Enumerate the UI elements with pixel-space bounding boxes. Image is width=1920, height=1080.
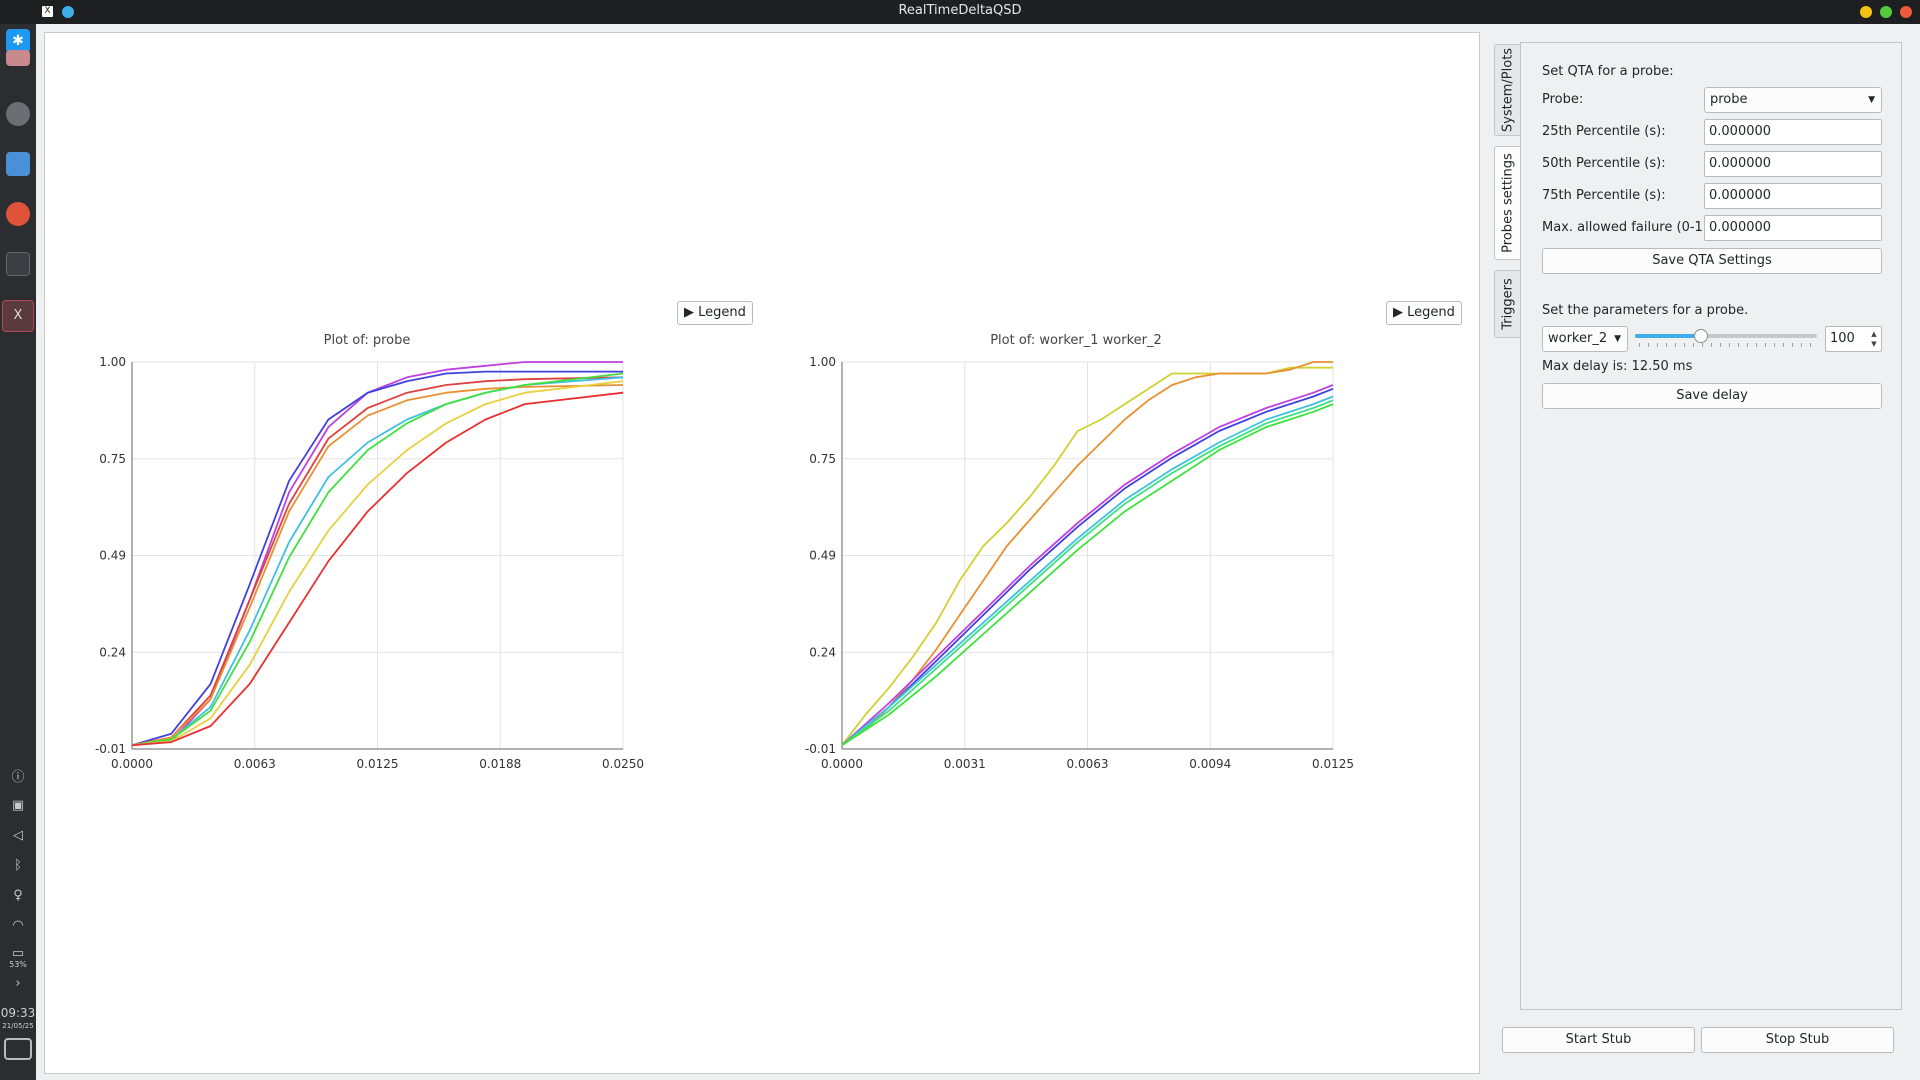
x-tick-label: 0.0125	[357, 757, 399, 771]
x-tick-label: 0.0000	[111, 757, 153, 771]
chart-workers: 0.0000 0.0031 0.0063 0.0094 0.0125 -0.01 0.24 0…	[805, 355, 1354, 771]
delay-spinbox[interactable]: 100 ▲ ▼	[1825, 326, 1882, 352]
app-icon: X	[42, 6, 53, 17]
tab-triggers[interactable]: Triggers	[1494, 270, 1520, 338]
expand-tray-icon[interactable]: ›	[15, 976, 21, 991]
show-desktop-icon[interactable]	[4, 1038, 32, 1060]
series-line-2	[841, 384, 1334, 746]
delay-slider-fill	[1635, 334, 1701, 338]
battery-icon[interactable]: ▭	[11, 946, 25, 961]
clipboard-icon[interactable]: ▣	[11, 798, 25, 813]
terminal-icon[interactable]	[6, 252, 30, 276]
active-app-icon[interactable]: X	[2, 300, 34, 332]
launcher-icon[interactable]: ✱	[6, 29, 30, 53]
y-tick-label: 1.00	[99, 355, 126, 369]
browser-icon[interactable]	[6, 202, 30, 226]
series-line-1	[841, 361, 1333, 746]
battery-level: 53%	[9, 960, 27, 969]
wifi-icon[interactable]: ◠	[12, 918, 24, 933]
start-stub-button[interactable]: Start Stub	[1502, 1027, 1695, 1053]
chevron-down-icon: ▼	[1614, 334, 1621, 344]
y-tick-label: -0.01	[95, 742, 126, 756]
legend-toggle-button-probe[interactable]: ▶ Legend	[677, 301, 753, 325]
y-tick-label: 0.49	[99, 549, 126, 563]
series-line-6	[841, 403, 1334, 746]
legend-toggle-button-workers[interactable]: ▶ Legend	[1386, 301, 1462, 325]
worker-select[interactable]: worker_2 ▼	[1542, 326, 1628, 352]
p25-input[interactable]: 0.000000	[1704, 119, 1882, 145]
p50-label: 50th Percentile (s):	[1542, 156, 1666, 171]
max-delay-text: Max delay is: 12.50 ms	[1542, 359, 1693, 374]
series-line-3	[131, 384, 624, 747]
p50-input[interactable]: 0.000000	[1704, 151, 1882, 177]
info-icon[interactable]: ⓘ	[11, 770, 25, 785]
chart-probe: 0.0000 0.0063 0.0125 0.0188 0.0250 -0.01 0.24 0…	[95, 355, 644, 771]
save-delay-button[interactable]: Save delay	[1542, 383, 1882, 409]
series-line-4	[841, 395, 1334, 746]
volume-muted-icon[interactable]: ◁	[13, 828, 23, 843]
y-tick-label: 1.00	[809, 355, 836, 369]
settings-icon[interactable]	[6, 102, 30, 126]
spin-arrows-icon[interactable]: ▲ ▼	[1871, 330, 1877, 348]
series-line-1	[131, 370, 623, 747]
series-line-6	[131, 380, 624, 747]
x-tick-label: 0.0094	[1189, 757, 1231, 771]
probe-label: Probe:	[1542, 92, 1584, 107]
taskbar: ✱ X ⓘ ▣ ◁ ᛒ ♀ ◠ ▭ 53% › 09:33 21/05/25	[0, 24, 36, 1080]
window-title: RealTimeDeltaQSD	[898, 3, 1022, 18]
probe-select[interactable]: probe ▼	[1704, 87, 1882, 113]
files-icon[interactable]	[6, 152, 30, 176]
save-qta-button[interactable]: Save QTA Settings	[1542, 248, 1882, 274]
delay-slider-handle[interactable]	[1693, 329, 1708, 343]
x-tick-label: 0.0063	[234, 757, 276, 771]
x-tick-label: 0.0063	[1067, 757, 1109, 771]
chevron-down-icon: ▼	[1868, 95, 1875, 105]
failure-input[interactable]: 0.000000	[1704, 215, 1882, 241]
y-tick-label: 0.24	[809, 645, 836, 659]
params-heading: Set the parameters for a probe.	[1542, 303, 1749, 318]
night-light-icon[interactable]: ♀	[13, 888, 23, 903]
title-bar: X RealTimeDeltaQSD	[0, 0, 1920, 24]
maximize-button[interactable]	[1880, 6, 1892, 18]
clock-date: 21/05/25	[2, 1022, 34, 1030]
tab-probes-settings[interactable]: Probes settings	[1494, 146, 1520, 260]
series-line-7	[131, 391, 624, 747]
y-tick-label: 0.75	[99, 452, 126, 466]
p25-label: 25th Percentile (s):	[1542, 124, 1666, 139]
p75-input[interactable]: 0.000000	[1704, 183, 1882, 209]
x-tick-label: 0.0000	[821, 757, 863, 771]
slider-ticks	[1639, 343, 1815, 347]
y-tick-label: 0.24	[99, 645, 126, 659]
y-tick-label: 0.75	[809, 452, 836, 466]
delay-slider-track[interactable]	[1635, 334, 1817, 338]
pin-icon[interactable]	[62, 6, 74, 18]
series-line-5	[131, 372, 624, 747]
pager-icon[interactable]	[6, 50, 30, 66]
p75-label: 75th Percentile (s):	[1542, 188, 1666, 203]
x-tick-label: 0.0188	[479, 757, 521, 771]
failure-label: Max. allowed failure (0-1):	[1542, 220, 1713, 235]
qta-heading: Set QTA for a probe:	[1542, 64, 1674, 79]
x-tick-label: 0.0031	[944, 757, 986, 771]
probes-settings-panel: Set QTA for a probe: Probe: probe ▼ 25th …	[1520, 42, 1902, 1010]
plot-title-workers: Plot of: worker_1 worker_2	[990, 333, 1162, 348]
close-button[interactable]	[1900, 6, 1912, 18]
series-line-3	[841, 387, 1334, 746]
bluetooth-icon[interactable]: ᛒ	[14, 858, 22, 873]
y-tick-label: 0.49	[809, 549, 836, 563]
plot-title-probe: Plot of: probe	[323, 333, 411, 348]
y-tick-label: -0.01	[805, 742, 836, 756]
clock-time[interactable]: 09:33	[0, 1006, 36, 1020]
plot-area: ▶ Legend ▶ Legend Plot of: probe Plot of…	[44, 32, 1480, 1074]
series-line-2	[131, 376, 624, 747]
tab-system-plots[interactable]: System/Plots	[1494, 44, 1520, 136]
series-line-5	[841, 399, 1334, 746]
x-tick-label: 0.0250	[602, 757, 644, 771]
minimize-button[interactable]	[1860, 6, 1872, 18]
stop-stub-button[interactable]: Stop Stub	[1701, 1027, 1894, 1053]
x-tick-label: 0.0125	[1312, 757, 1354, 771]
